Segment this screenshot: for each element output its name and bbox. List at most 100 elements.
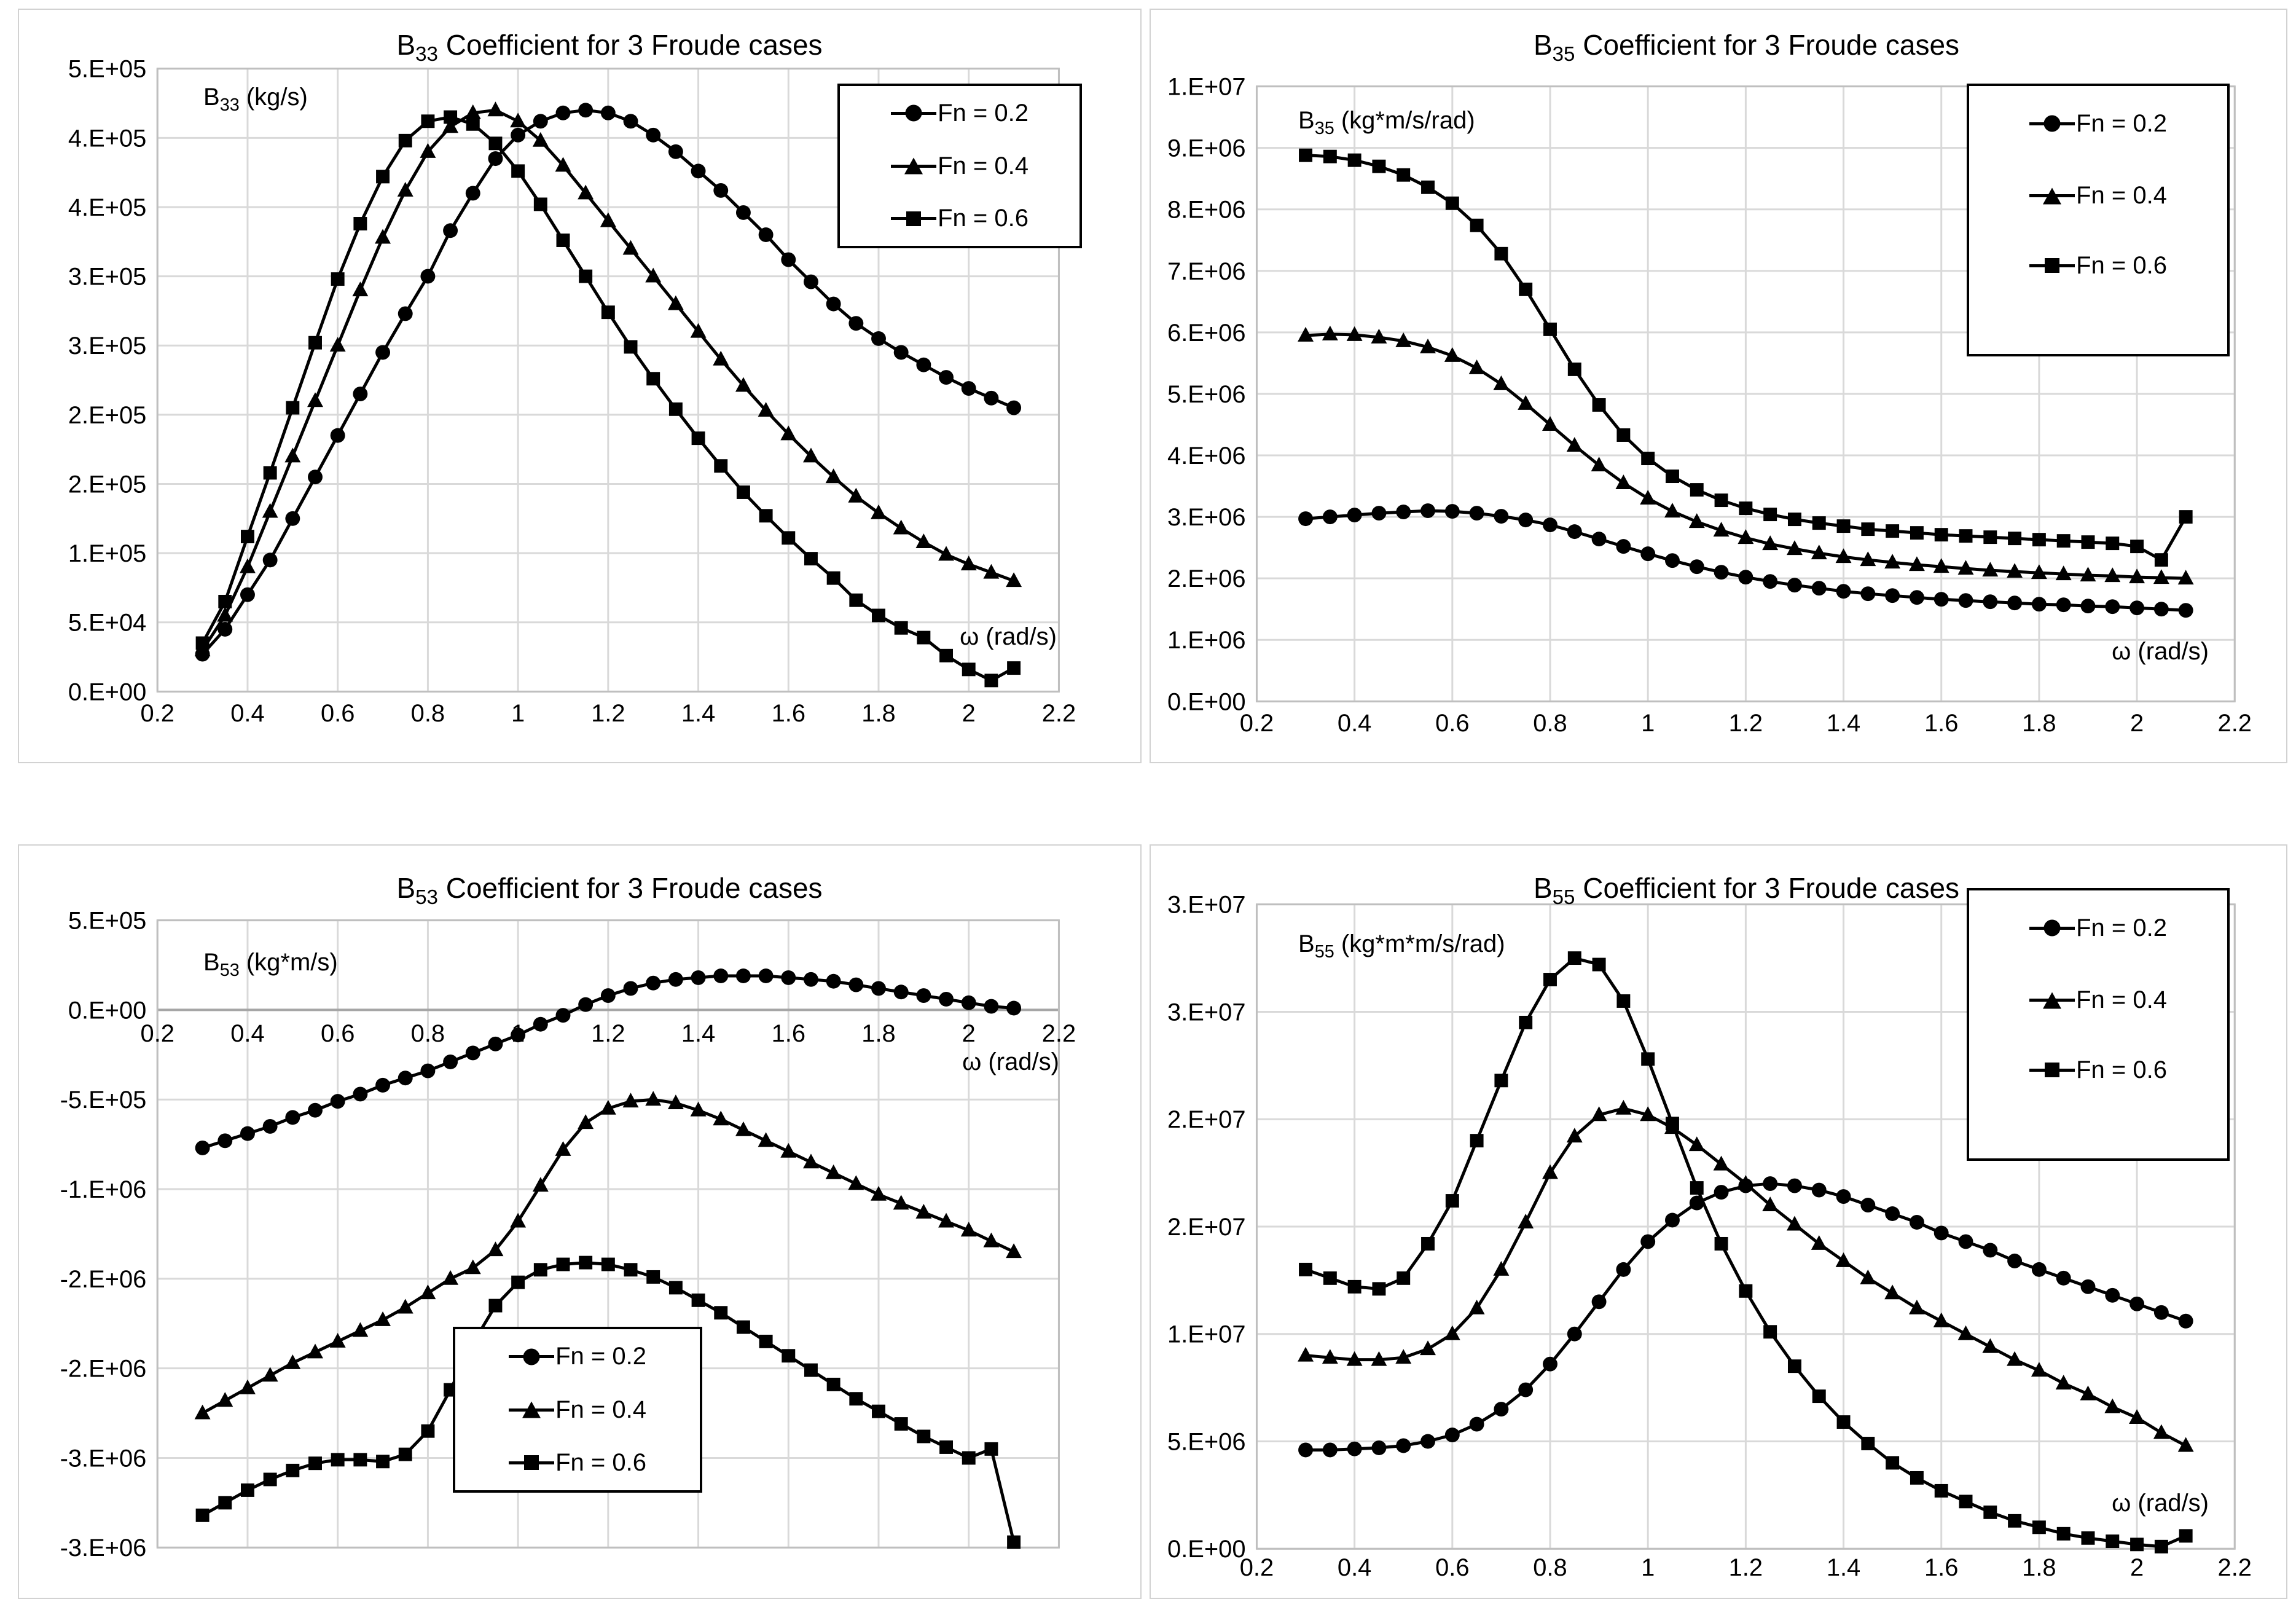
triangle-data-marker	[1518, 395, 1534, 410]
circle-data-marker	[984, 999, 999, 1014]
circle-data-marker	[668, 972, 683, 987]
b33-chart-title: B33 Coefficient for 3 Froude cases	[157, 28, 1062, 65]
triangle-data-marker	[758, 402, 774, 417]
square-data-marker	[2154, 1539, 2168, 1554]
circle-data-marker	[488, 151, 503, 167]
square-data-marker	[2081, 535, 2095, 549]
square-data-marker	[1494, 246, 1508, 261]
square-data-marker	[894, 1417, 908, 1431]
square-data-marker	[241, 530, 254, 544]
circle-data-marker	[240, 587, 255, 602]
legend-label: Fn = 0.4	[555, 1396, 646, 1423]
triangle-data-marker	[307, 392, 323, 407]
legend-entry-fn-0-4: Fn = 0.4	[1969, 182, 2227, 210]
circle-data-marker	[1934, 592, 1949, 607]
circle-data-marker	[735, 968, 751, 983]
square-data-marker	[533, 1263, 547, 1277]
triangle-data-marker	[1786, 540, 1803, 556]
square-data-marker	[353, 217, 367, 230]
triangle-data-marker	[1420, 338, 1436, 353]
triangle-data-marker	[1664, 503, 1680, 518]
circle-data-marker	[262, 1119, 278, 1134]
triangle-data-marker	[487, 101, 504, 117]
triangle-data-marker	[1566, 437, 1583, 452]
x-tick-label: 1.4	[681, 700, 715, 727]
triangle-data-marker	[1884, 1284, 1901, 1300]
circle-data-marker	[668, 144, 683, 159]
triangle-data-marker	[1738, 529, 1754, 544]
triangle-data-marker	[375, 1311, 391, 1326]
triangle-data-marker	[2007, 563, 2023, 578]
b33-plot-area: 5.E+05 4.E+05 4.E+05 3.E+05 3.E+05 2.E+05 2.E+…	[68, 56, 1076, 728]
y-tick-label: 5.E+06	[1167, 1428, 1245, 1455]
triangle-data-marker	[622, 240, 639, 255]
triangle-data-marker	[848, 1175, 864, 1190]
square-data-marker	[533, 197, 547, 211]
triangle-data-marker	[1468, 1299, 1485, 1314]
square-data-marker	[1616, 994, 1631, 1008]
square-data-marker	[511, 164, 525, 178]
circle-data-marker	[511, 127, 526, 143]
triangle-data-marker	[442, 1270, 459, 1285]
circle-data-marker	[262, 552, 278, 568]
circle-data-marker	[330, 1094, 345, 1109]
legend-label: Fn = 0.6	[2076, 1056, 2167, 1083]
x-tick-label: 0.2	[1240, 1554, 1274, 1581]
triangle-data-marker	[1346, 326, 1363, 341]
x-tick-label: 1.8	[861, 700, 895, 727]
circle-data-marker	[285, 1110, 300, 1125]
y-tick-label: 0.E+00	[68, 678, 146, 705]
x-tick-label: 0.8	[411, 700, 445, 727]
circle-data-marker	[217, 622, 233, 637]
square-data-marker	[1836, 519, 1851, 533]
square-data-marker	[1714, 1236, 1728, 1251]
square-data-marker	[759, 509, 773, 523]
triangle-data-marker	[983, 1232, 1000, 1247]
square-data-marker	[421, 1424, 435, 1438]
square-data-marker	[218, 594, 232, 608]
triangle-data-marker	[2129, 568, 2145, 584]
circle-marker-icon	[891, 104, 937, 122]
circle-data-marker	[916, 357, 931, 372]
square-data-marker	[872, 608, 885, 623]
square-data-marker	[308, 1456, 322, 1471]
square-data-marker	[376, 1455, 390, 1469]
triangle-data-marker	[960, 556, 977, 571]
b53-plot-area: 5.E+05 0.E+00 -5.E+05 -1.E+06 -2.E+06 -2.E+06…	[60, 908, 1076, 1562]
circle-data-marker	[353, 387, 368, 402]
square-data-marker	[1543, 322, 1557, 336]
circle-data-marker	[893, 984, 909, 1000]
triangle-data-marker	[1786, 1216, 1803, 1231]
square-data-marker	[1836, 1415, 1851, 1429]
legend-label: Fn = 0.2	[2076, 109, 2167, 137]
circle-data-marker	[330, 428, 345, 443]
triangle-data-marker	[1371, 328, 1387, 344]
y-tick-label: 4.E+05	[68, 194, 146, 221]
square-data-marker	[736, 1320, 750, 1334]
x-tick-label: 0.2	[141, 700, 174, 727]
chart-b35-panel: 1.E+07 9.E+06 8.E+06 7.E+06 6.E+06 5.E+06 4.E+…	[1150, 9, 2287, 763]
triangle-data-marker	[1542, 1164, 1558, 1179]
square-data-marker	[1886, 1456, 1900, 1470]
circle-data-marker	[398, 306, 413, 321]
triangle-data-marker	[645, 267, 662, 283]
y-tick-label: -5.E+05	[60, 1086, 147, 1114]
triangle-data-marker	[532, 132, 549, 147]
circle-data-marker	[1396, 1438, 1411, 1453]
x-tick-label: 0.8	[1533, 710, 1567, 737]
circle-data-marker	[2153, 1305, 2169, 1320]
legend-entry-fn-0-4: Fn = 0.4	[1969, 986, 2227, 1014]
y-tick-label: 1.E+05	[68, 540, 146, 567]
plot-border	[156, 919, 1060, 1549]
triangle-data-marker	[1298, 326, 1314, 342]
chart-b53-panel: 5.E+05 0.E+00 -5.E+05 -1.E+06 -2.E+06 -2.E+06…	[18, 844, 1142, 1599]
circle-data-marker	[781, 970, 796, 985]
square-data-marker	[1567, 362, 1581, 376]
y-tick-label: 3.E+07	[1167, 999, 1245, 1026]
square-data-marker	[556, 234, 570, 247]
triangle-data-marker	[1298, 1346, 1314, 1362]
square-data-marker	[1763, 1325, 1777, 1339]
circle-data-marker	[1420, 503, 1435, 519]
chart-b55-panel: 3.E+07 3.E+07 2.E+07 2.E+07 1.E+07 5.E+06 0.E+…	[1150, 844, 2287, 1599]
triangle-data-marker	[510, 112, 527, 128]
